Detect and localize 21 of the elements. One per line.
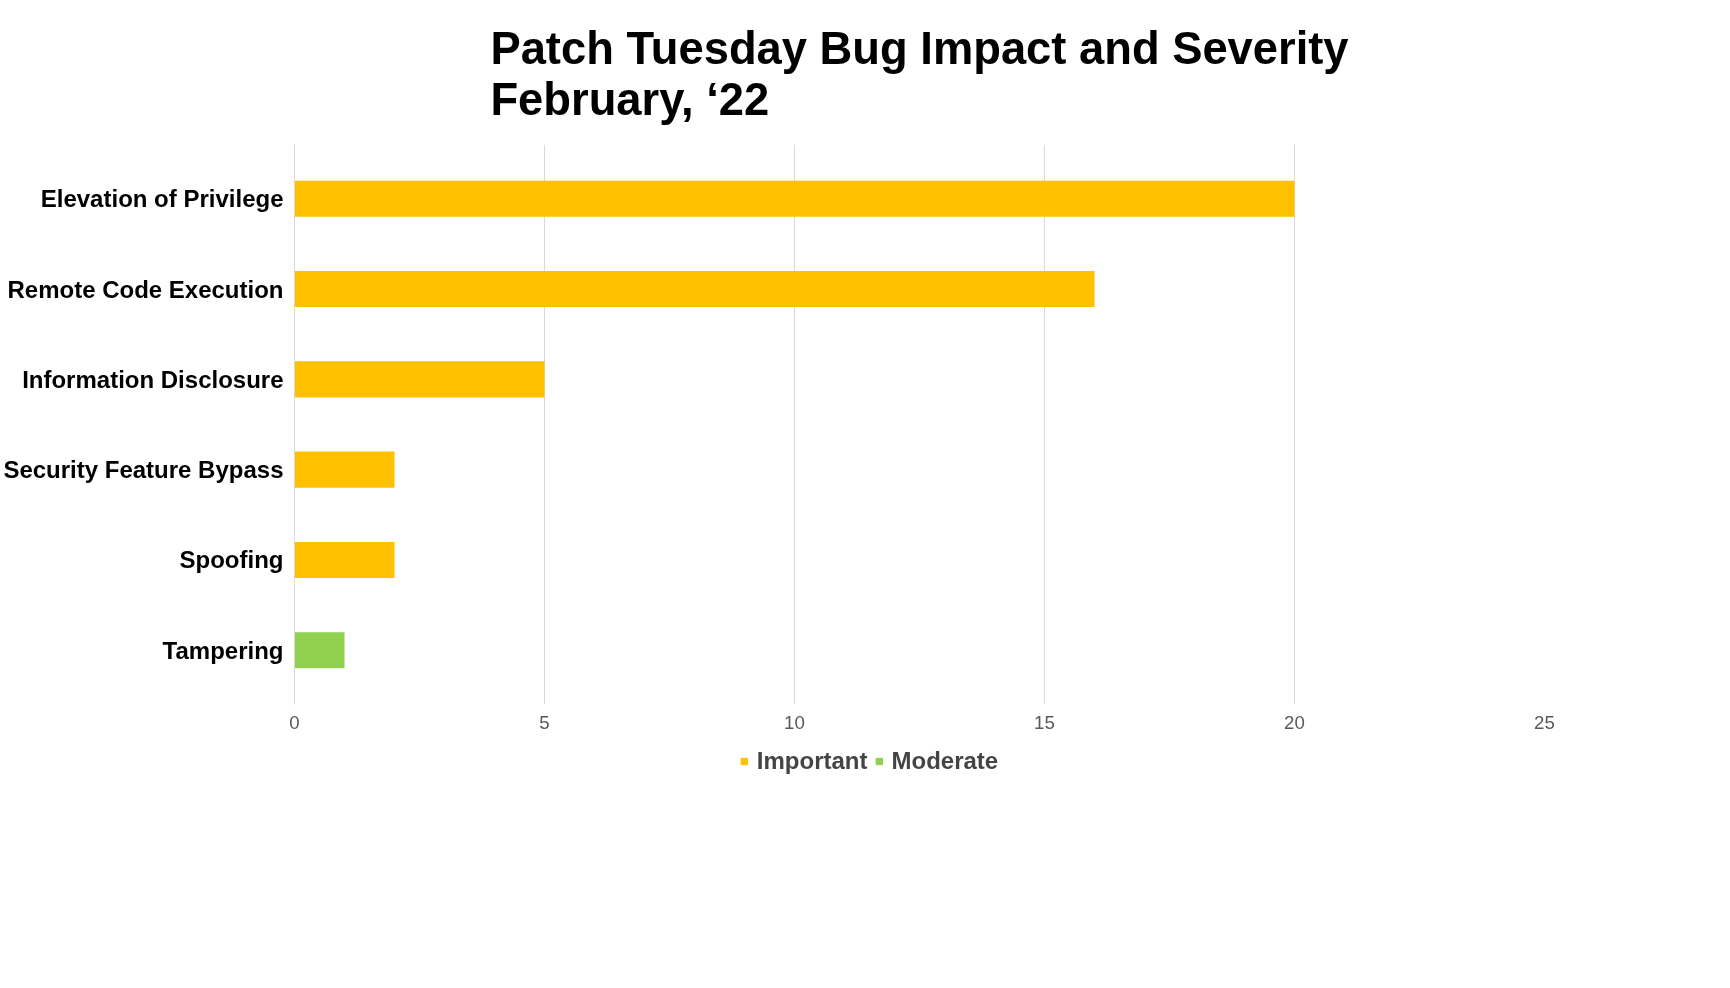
bar [294,361,545,398]
y-tick-label: Information Disclosure [22,365,284,393]
x-tick-label: 10 [784,711,805,733]
y-tick-label: Tampering [162,636,284,664]
bar [294,270,1095,308]
bar [294,632,345,669]
legend-label: Moderate [891,747,999,775]
y-tick-label: Security Feature Bypass [3,456,284,484]
x-tick-label: 5 [539,711,550,733]
legend-label: Important [756,747,868,775]
x-tick-label: 0 [289,711,300,733]
x-tick-label: 25 [1534,711,1555,733]
x-tick-label: 15 [1034,711,1055,733]
y-tick-label: Elevation of Privilege [40,185,284,213]
y-tick-label: Spoofing [179,546,284,574]
bar [294,451,395,488]
bar [294,541,395,579]
bar [294,180,1295,217]
y-tick-label: Remote Code Execution [7,275,284,303]
x-tick-label: 20 [1284,711,1305,733]
chart-title: Patch Tuesday Bug Impact and Severity February, ‘22 [490,22,1349,125]
